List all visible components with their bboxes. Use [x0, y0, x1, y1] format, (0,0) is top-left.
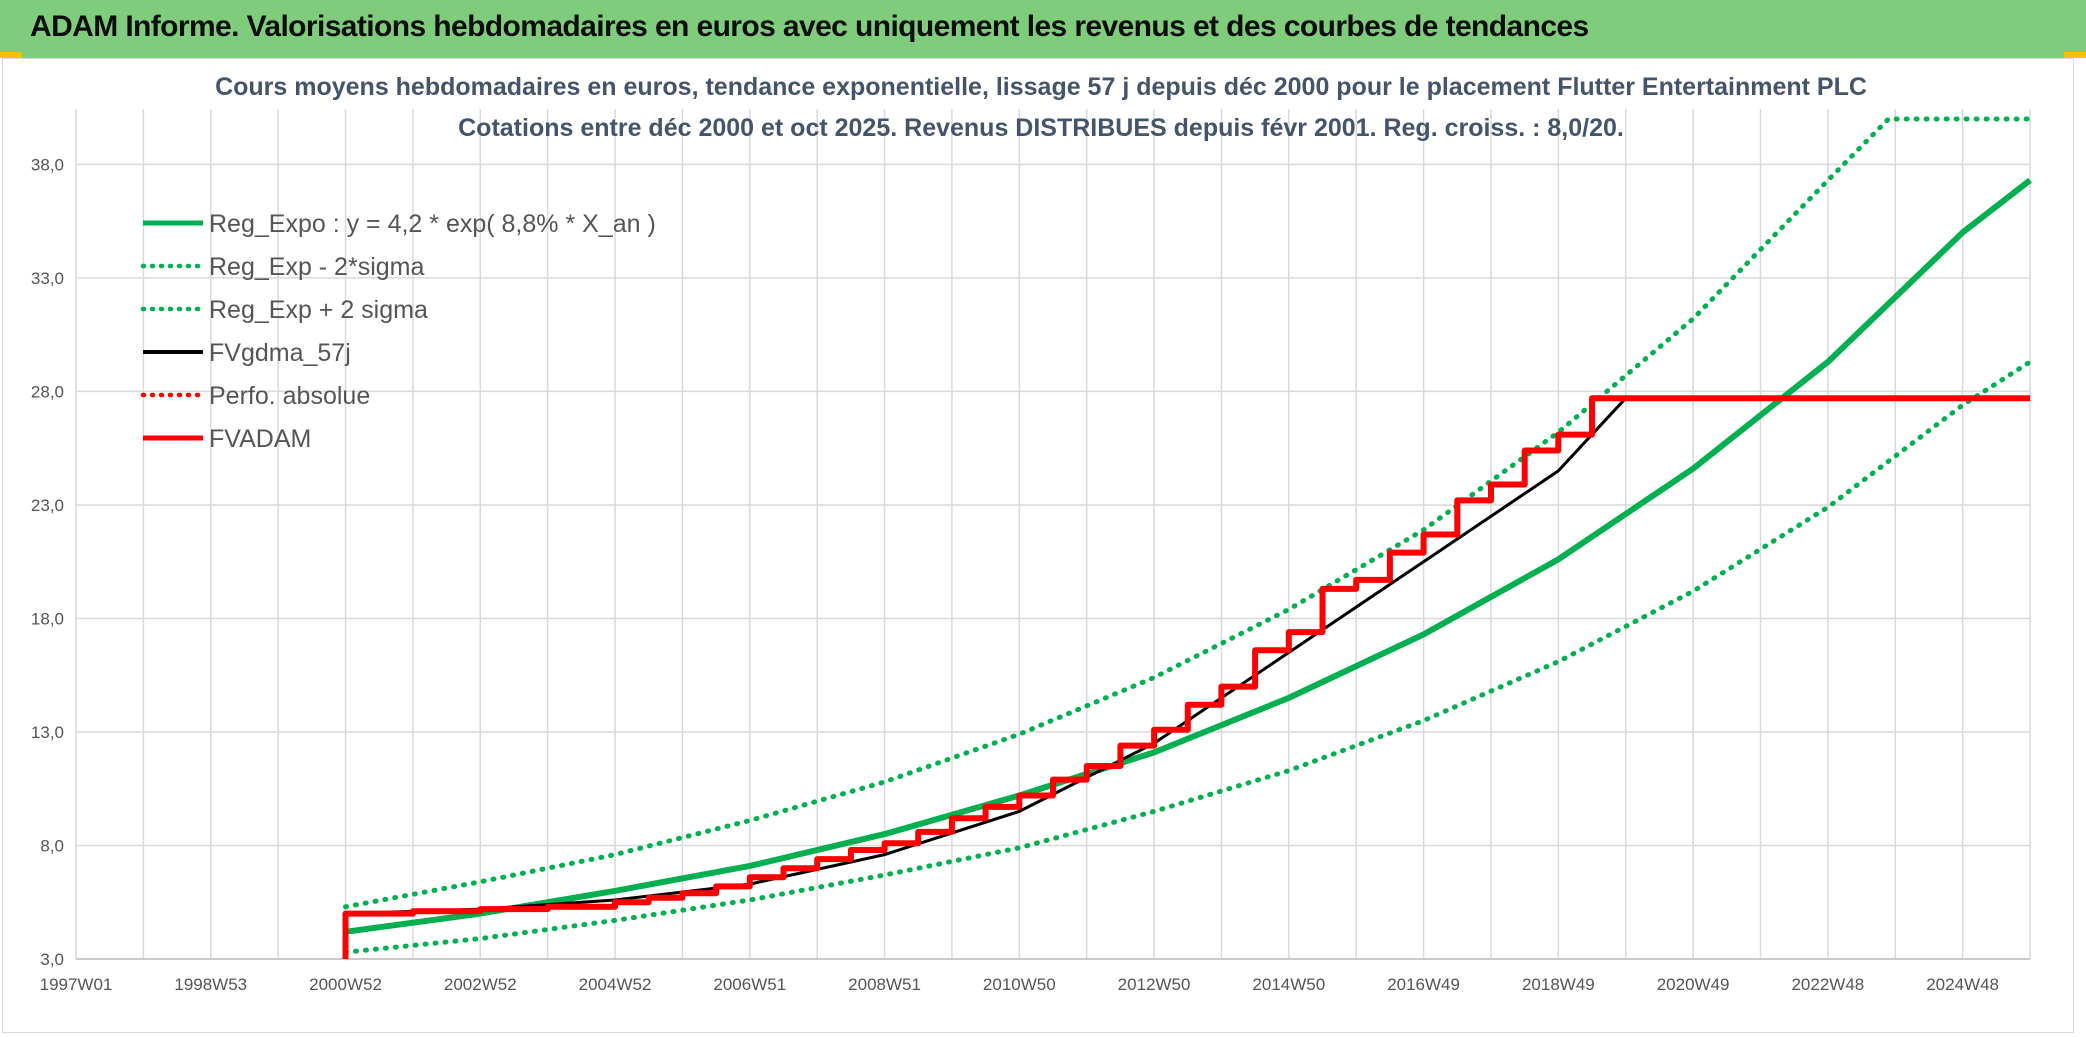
- x-tick-label: 2012W50: [1118, 975, 1191, 994]
- x-tick-label: 2000W52: [309, 975, 382, 994]
- y-axis-tick-labels: 3,0 8,0 13,0 18,0 23,0 28,0 33,0 38,0: [31, 155, 64, 969]
- line-chart: Cours moyens hebdomadaires en euros, ten…: [31, 73, 2033, 994]
- grid-lines: [75, 109, 2031, 960]
- x-tick-label: 2016W49: [1387, 975, 1460, 994]
- chart-legend: Reg_Expo : y = 4,2 * exp( 8,8% * X_an ) R…: [140, 210, 656, 453]
- chart-title-line2: Cotations entre déc 2000 et oct 2025. Re…: [458, 114, 1624, 142]
- legend-label: Reg_Expo : y = 4,2 * exp( 8,8% * X_an ): [209, 210, 656, 238]
- series-line-fvadam: [342, 395, 2030, 959]
- chart-series: [342, 116, 2033, 959]
- y-tick-label: 18,0: [31, 609, 64, 628]
- x-tick-label: 2014W50: [1252, 975, 1325, 994]
- legend-label: Reg_Exp + 2 sigma: [209, 296, 428, 324]
- chart-area: Cours moyens hebdomadaires en euros, ten…: [2, 58, 2074, 1033]
- banner-corner-right: [2064, 52, 2086, 58]
- legend-label: Reg_Exp - 2*sigma: [209, 253, 424, 281]
- x-tick-label: 2018W49: [1522, 975, 1595, 994]
- legend-label: Perfo. absolue: [209, 382, 370, 410]
- y-tick-label: 33,0: [31, 269, 64, 288]
- x-tick-label: 2022W48: [1791, 975, 1864, 994]
- x-tick-label: 2004W52: [579, 975, 652, 994]
- x-tick-label: 2010W50: [983, 975, 1056, 994]
- series-line-fvgdma-57j: [345, 396, 2030, 916]
- y-tick-label: 13,0: [31, 723, 64, 742]
- y-tick-label: 3,0: [40, 950, 64, 969]
- x-axis-tick-labels: 1997W01 1998W53 2000W52 2002W52 2004W52 2006W…: [40, 975, 1999, 994]
- x-tick-label: 1998W53: [174, 975, 247, 994]
- x-tick-label: 1997W01: [40, 975, 113, 994]
- x-tick-label: 2006W51: [713, 975, 786, 994]
- x-tick-label: 2002W52: [444, 975, 517, 994]
- chart-title-line1: Cours moyens hebdomadaires en euros, ten…: [215, 73, 1867, 101]
- series-line-reg-exp-2-sigma: [343, 359, 2033, 955]
- report-title: ADAM Informe. Valorisations hebdomadaire…: [30, 10, 1589, 43]
- legend-label: FVgdma_57j: [209, 339, 351, 367]
- x-tick-label: 2008W51: [848, 975, 921, 994]
- banner-corner-left: [0, 52, 22, 58]
- legend-label: FVADAM: [209, 425, 311, 453]
- y-tick-label: 38,0: [31, 155, 64, 174]
- y-tick-label: 8,0: [40, 836, 64, 855]
- report-banner: ADAM Informe. Valorisations hebdomadaire…: [0, 0, 2086, 58]
- x-tick-label: 2024W48: [1926, 975, 1999, 994]
- y-tick-label: 28,0: [31, 382, 64, 401]
- x-tick-label: 2020W49: [1657, 975, 1730, 994]
- series-line-reg-exp-2-sigma: [343, 116, 2033, 910]
- series-line-reg-expo-y-4-2-exp-8-8-x-an: [345, 177, 2032, 935]
- y-tick-label: 23,0: [31, 496, 64, 515]
